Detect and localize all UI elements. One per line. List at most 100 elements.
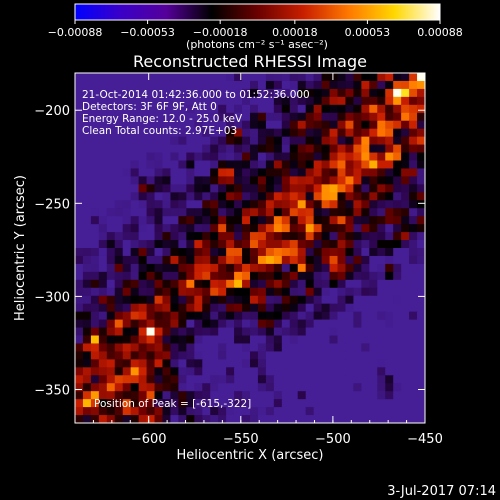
heatmap-cell: [377, 255, 386, 265]
heatmap-cell: [297, 319, 307, 329]
plot-annotations: 21-Oct-2014 01:42:36.000 to 01:52:36.000…: [82, 89, 310, 410]
heatmap-cell: [242, 80, 251, 90]
heatmap-cell: [114, 208, 124, 217]
heatmap-cell: [90, 248, 100, 257]
heatmap-cell: [98, 240, 108, 249]
heatmap-cell: [122, 208, 132, 217]
heatmap-cell: [401, 208, 410, 217]
heatmap-cell: [250, 232, 259, 241]
heatmap-cell: [242, 136, 251, 146]
heatmap-cell: [417, 327, 425, 337]
heatmap-cell: [210, 359, 219, 368]
x-tick-label: −450: [407, 432, 443, 447]
heatmap-cell: [82, 136, 92, 146]
heatmap-cell: [329, 319, 339, 329]
heatmap-cell: [90, 176, 100, 185]
heatmap-cell: [345, 287, 354, 297]
heatmap-cell: [122, 136, 132, 146]
heatmap-cell: [82, 176, 92, 185]
heatmap-cell: [281, 128, 291, 138]
heatmap-cell: [409, 136, 418, 146]
heatmap-cell: [417, 255, 425, 265]
heatmap-cell: [202, 104, 211, 114]
heatmap-cell: [313, 184, 323, 193]
heatmap-cell: [321, 168, 331, 177]
heatmap-cell: [75, 359, 84, 368]
heatmap-cell: [218, 271, 227, 281]
heatmap-cell: [106, 160, 116, 170]
heatmap-cell: [313, 383, 323, 392]
heatmap-cell: [385, 80, 394, 90]
heatmap-cell: [385, 343, 394, 352]
heatmap-cell: [162, 88, 172, 98]
heatmap-cell: [202, 375, 211, 384]
heatmap-cell: [321, 303, 331, 313]
heatmap-cell: [313, 80, 323, 90]
heatmap-cell: [194, 128, 203, 138]
heatmap-cell: [409, 335, 418, 345]
heatmap-cell: [361, 391, 370, 400]
heatmap-cell: [210, 96, 219, 106]
heatmap-cell: [377, 327, 386, 337]
heatmap-cell: [250, 367, 259, 376]
heatmap-cell: [146, 144, 156, 154]
heatmap-cell: [345, 375, 354, 384]
heatmap-cell: [257, 415, 267, 423]
heatmap-cell: [305, 96, 315, 106]
heatmap-cell: [186, 319, 195, 329]
heatmap-cell: [337, 96, 347, 106]
heatmap-cell: [401, 415, 410, 423]
heatmap-cell: [353, 359, 362, 368]
heatmap-cell: [337, 375, 347, 384]
heatmap-cell: [281, 224, 291, 233]
heatmap-cell: [329, 327, 339, 337]
heatmap-cell: [122, 375, 132, 384]
heatmap-cell: [234, 192, 243, 201]
heatmap-cell: [186, 168, 195, 177]
heatmap-cell: [130, 136, 140, 146]
heatmap-cell: [289, 391, 299, 400]
heatmap-cell: [202, 176, 211, 185]
heatmap-cell: [138, 415, 148, 423]
heatmap-cell: [250, 407, 259, 416]
heatmap-cell: [321, 375, 331, 384]
heatmap-cell: [218, 232, 227, 241]
heatmap-cell: [385, 399, 394, 408]
heatmap-cell: [257, 335, 267, 345]
heatmap-cell: [130, 208, 140, 217]
heatmap-cell: [353, 391, 362, 400]
heatmap-cell: [297, 367, 307, 376]
heatmap-cell: [313, 128, 323, 138]
heatmap-cell: [122, 152, 132, 162]
heatmap-cell: [114, 343, 124, 352]
heatmap-cell: [138, 335, 148, 345]
heatmap-cell: [178, 359, 187, 368]
heatmap-cell: [122, 232, 132, 241]
heatmap-cell: [122, 104, 132, 114]
heatmap-cell: [250, 319, 259, 329]
heatmap-cell: [297, 192, 307, 201]
heatmap-cell: [114, 192, 124, 201]
heatmap-cell: [273, 367, 283, 376]
heatmap-cell: [289, 200, 299, 209]
heatmap-cell: [377, 303, 386, 313]
heatmap-cell: [297, 351, 307, 360]
heatmap-cell: [281, 176, 291, 185]
heatmap-cell: [297, 80, 307, 90]
heatmap-cell: [273, 184, 283, 193]
heatmap-cell: [305, 279, 315, 289]
heatmap-cell: [345, 200, 354, 209]
heatmap-cell: [162, 152, 172, 162]
x-axis-ticks: −600 −550 −500 −450: [92, 73, 443, 447]
heatmap-cell: [234, 391, 243, 400]
heatmap-cell: [162, 287, 172, 297]
heatmap-cell: [345, 248, 354, 257]
heatmap-cell: [345, 367, 354, 376]
heatmap-cell: [313, 327, 323, 337]
heatmap-cell: [106, 216, 116, 225]
heatmap-cell: [313, 279, 323, 289]
heatmap-cell: [250, 391, 259, 400]
heatmap-cell: [353, 319, 362, 329]
heatmap-cell: [234, 200, 243, 209]
heatmap-cell: [242, 216, 251, 225]
